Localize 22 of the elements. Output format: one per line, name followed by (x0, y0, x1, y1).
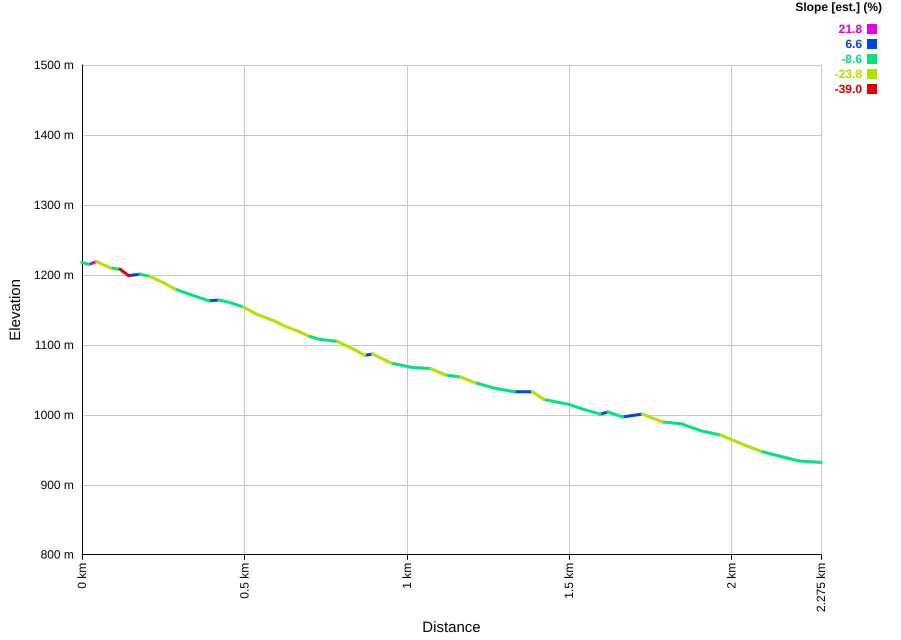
y-tick-label: 1000 m (34, 408, 74, 422)
y-tick-label: 1400 m (34, 128, 74, 142)
x-tick-label: 0.5 km (237, 562, 252, 599)
y-tick-label: 1200 m (34, 268, 74, 282)
x-tick-label: 2.275 km (814, 562, 828, 612)
legend-title: Slope [est.] (%) (795, 0, 882, 14)
y-tick-label: 1300 m (34, 198, 74, 212)
legend-label: -8.6 (841, 52, 862, 66)
y-tick-label: 1500 m (34, 58, 74, 72)
legend-label: 6.6 (845, 37, 862, 51)
y-tick-label: 800 m (40, 548, 74, 562)
y-axis-title: Elevation (7, 279, 24, 341)
x-tick-label: 2 km (724, 562, 739, 589)
y-tick-label: 900 m (40, 478, 74, 492)
legend-label: -39.0 (834, 82, 862, 96)
x-axis-title: Distance (422, 619, 481, 636)
x-tick-label: 1.5 km (562, 562, 576, 599)
x-tick-label: 1 km (400, 562, 414, 589)
y-tick-label: 1100 m (34, 338, 74, 352)
x-tick-label: 0 km (74, 562, 89, 589)
legend-label: -23.8 (834, 67, 862, 81)
legend-label: 21.8 (838, 22, 862, 36)
